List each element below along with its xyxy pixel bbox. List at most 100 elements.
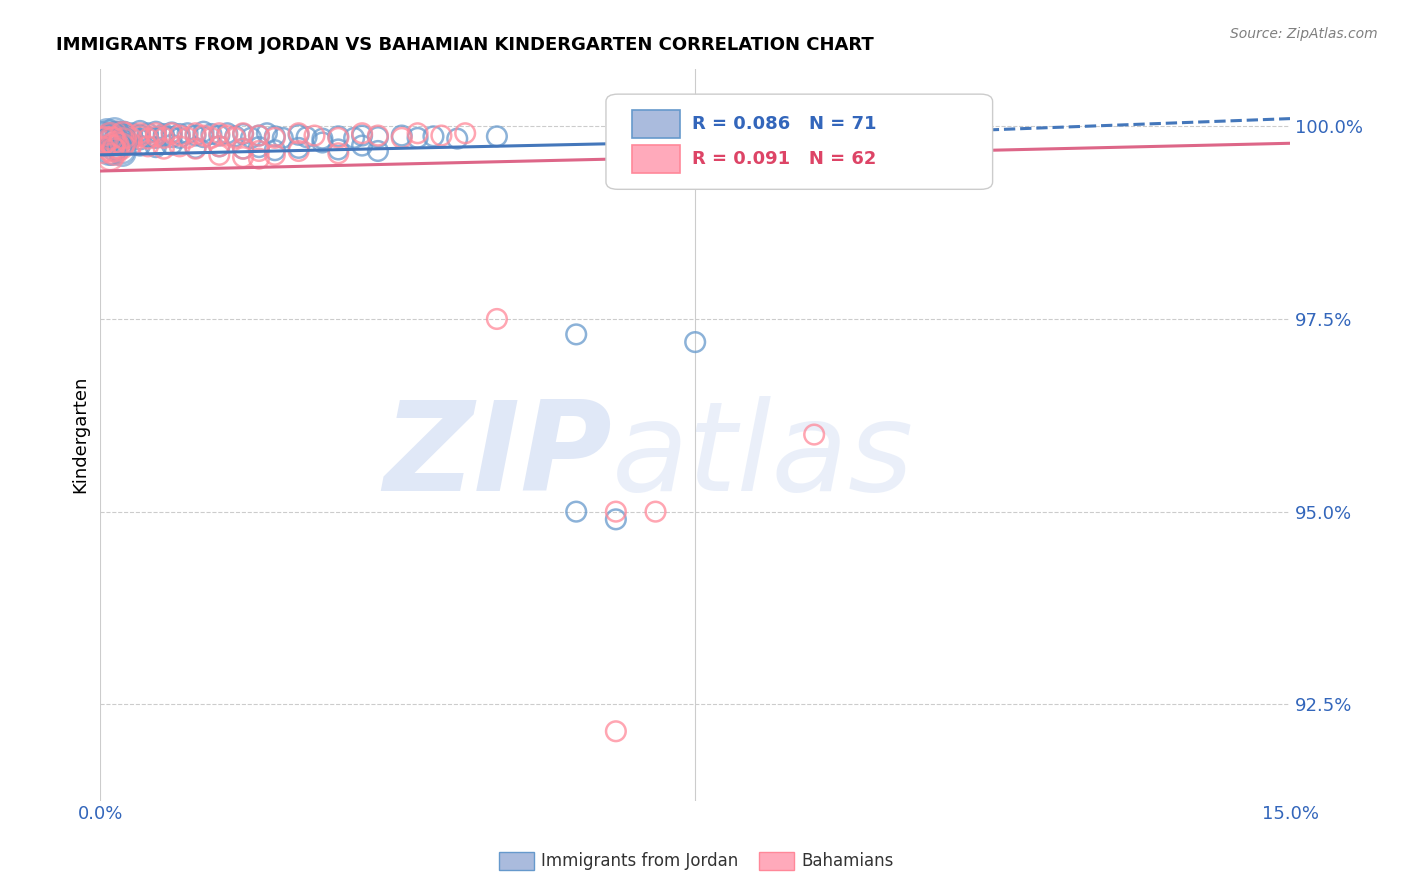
- Point: [101, 134, 124, 148]
- Point: [247, 128, 270, 143]
- Point: [91, 134, 114, 148]
- Text: R = 0.086   N = 71: R = 0.086 N = 71: [692, 115, 876, 133]
- Point: [97, 127, 120, 141]
- Point: [145, 140, 167, 154]
- Point: [232, 142, 254, 156]
- Point: [111, 145, 134, 160]
- Point: [208, 139, 231, 153]
- Point: [100, 140, 122, 154]
- Point: [112, 128, 135, 142]
- Point: [644, 505, 666, 519]
- Point: [605, 512, 627, 526]
- Point: [105, 128, 128, 143]
- Point: [160, 137, 183, 152]
- Point: [263, 131, 285, 145]
- Point: [232, 150, 254, 164]
- Point: [104, 142, 127, 156]
- Point: [96, 125, 118, 139]
- Point: [311, 136, 333, 150]
- Point: [169, 139, 191, 153]
- Point: [160, 126, 183, 140]
- Point: [153, 129, 176, 144]
- Point: [208, 148, 231, 162]
- Point: [176, 126, 198, 140]
- Point: [112, 132, 135, 146]
- Point: [263, 129, 285, 144]
- Point: [91, 128, 114, 143]
- Point: [224, 129, 246, 144]
- FancyBboxPatch shape: [633, 111, 679, 138]
- Text: R = 0.091   N = 62: R = 0.091 N = 62: [692, 150, 876, 169]
- Point: [129, 126, 152, 140]
- Point: [287, 144, 309, 158]
- Point: [121, 126, 143, 140]
- Point: [485, 312, 508, 326]
- Text: ZIP: ZIP: [384, 396, 612, 517]
- Point: [263, 148, 285, 162]
- Point: [193, 128, 215, 143]
- Point: [129, 124, 152, 138]
- Point: [136, 139, 159, 153]
- Point: [105, 136, 128, 150]
- Point: [104, 124, 127, 138]
- FancyBboxPatch shape: [633, 145, 679, 173]
- Point: [328, 143, 350, 157]
- Point: [93, 133, 115, 147]
- Point: [328, 129, 350, 144]
- Point: [184, 142, 207, 156]
- Point: [160, 126, 183, 140]
- Point: [112, 134, 135, 148]
- Point: [287, 126, 309, 140]
- Point: [100, 134, 122, 148]
- Point: [145, 129, 167, 144]
- Point: [565, 505, 588, 519]
- Point: [367, 128, 389, 143]
- Point: [104, 138, 127, 153]
- Point: [232, 127, 254, 141]
- Point: [112, 136, 135, 151]
- Text: IMMIGRANTS FROM JORDAN VS BAHAMIAN KINDERGARTEN CORRELATION CHART: IMMIGRANTS FROM JORDAN VS BAHAMIAN KINDE…: [56, 36, 875, 54]
- Point: [100, 129, 122, 144]
- Point: [153, 131, 176, 145]
- Point: [683, 335, 706, 350]
- Point: [391, 128, 413, 143]
- Point: [605, 505, 627, 519]
- Point: [232, 142, 254, 156]
- Point: [112, 129, 135, 144]
- Point: [98, 127, 121, 141]
- Point: [565, 327, 588, 342]
- Y-axis label: Kindergarten: Kindergarten: [72, 376, 89, 493]
- Point: [287, 141, 309, 155]
- Point: [263, 143, 285, 157]
- Point: [136, 126, 159, 140]
- Text: Source: ZipAtlas.com: Source: ZipAtlas.com: [1230, 27, 1378, 41]
- Point: [112, 126, 135, 140]
- Point: [200, 131, 222, 145]
- Point: [256, 126, 278, 140]
- Point: [136, 131, 159, 145]
- Text: Immigrants from Jordan: Immigrants from Jordan: [541, 852, 738, 870]
- Point: [485, 129, 508, 144]
- Point: [101, 128, 124, 143]
- Point: [247, 140, 270, 154]
- Point: [367, 130, 389, 145]
- Point: [193, 125, 215, 139]
- Point: [343, 131, 366, 145]
- Point: [98, 150, 121, 164]
- Point: [145, 126, 167, 140]
- Point: [240, 131, 263, 145]
- Point: [352, 126, 374, 140]
- Point: [184, 126, 207, 140]
- FancyBboxPatch shape: [606, 95, 993, 189]
- Point: [98, 135, 121, 149]
- Point: [98, 145, 121, 159]
- Point: [430, 128, 453, 143]
- Point: [271, 131, 294, 145]
- Point: [97, 131, 120, 145]
- Point: [311, 131, 333, 145]
- Point: [94, 135, 117, 149]
- Point: [112, 125, 135, 139]
- Point: [454, 126, 477, 140]
- Point: [422, 129, 444, 144]
- Point: [406, 126, 429, 140]
